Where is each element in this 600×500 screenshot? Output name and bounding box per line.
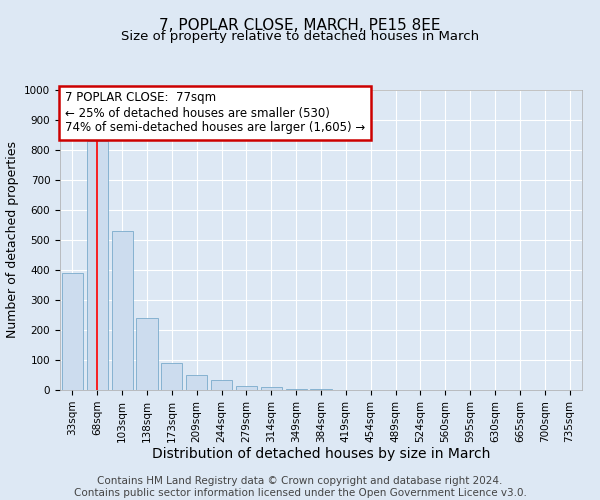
Bar — [112, 231, 133, 390]
Text: 7, POPLAR CLOSE, MARCH, PE15 8EE: 7, POPLAR CLOSE, MARCH, PE15 8EE — [159, 18, 441, 32]
Bar — [87, 141, 108, 390]
Bar — [261, 387, 282, 390]
Text: Contains HM Land Registry data © Crown copyright and database right 2024.
Contai: Contains HM Land Registry data © Crown c… — [74, 476, 526, 498]
Text: 7 POPLAR CLOSE:  77sqm
← 25% of detached houses are smaller (530)
74% of semi-de: 7 POPLAR CLOSE: 77sqm ← 25% of detached … — [65, 92, 365, 134]
Bar — [62, 273, 83, 390]
Bar — [161, 363, 182, 390]
Bar — [186, 375, 207, 390]
Text: Size of property relative to detached houses in March: Size of property relative to detached ho… — [121, 30, 479, 43]
Y-axis label: Number of detached properties: Number of detached properties — [5, 142, 19, 338]
X-axis label: Distribution of detached houses by size in March: Distribution of detached houses by size … — [152, 448, 490, 462]
Bar — [136, 318, 158, 390]
Bar — [286, 388, 307, 390]
Bar — [236, 386, 257, 390]
Bar — [211, 380, 232, 390]
